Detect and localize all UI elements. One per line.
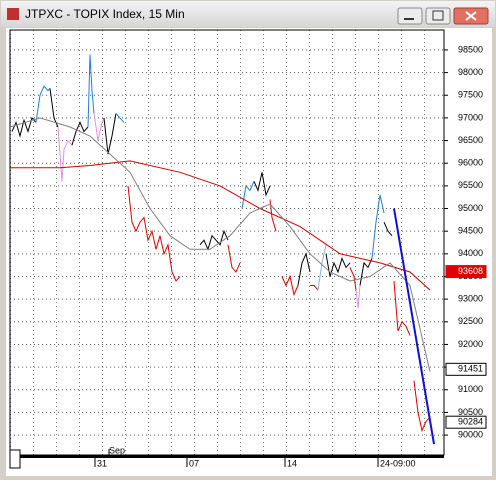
price-line xyxy=(359,258,373,286)
minimize-icon xyxy=(404,18,414,20)
y-tick-label: 97500 xyxy=(458,90,483,100)
price-line xyxy=(10,160,431,291)
price-line xyxy=(310,285,319,291)
price-line xyxy=(325,253,351,277)
y-tick-label: 94500 xyxy=(458,226,483,236)
price-marker-label: 93608 xyxy=(458,266,483,276)
x-tick-label: 31 xyxy=(97,458,107,468)
y-tick-label: 97000 xyxy=(458,112,483,122)
price-line xyxy=(127,185,181,282)
price-line xyxy=(317,244,327,291)
restore-icon xyxy=(432,10,444,21)
x-tick-label: 07 xyxy=(189,458,199,468)
y-tick-label: 93000 xyxy=(458,294,483,304)
y-tick-label: 90000 xyxy=(458,429,483,439)
y-tick-label: 95500 xyxy=(458,180,483,190)
y-tick-label: 92000 xyxy=(458,339,483,349)
price-line xyxy=(93,113,105,141)
restore-button[interactable] xyxy=(425,7,451,25)
price-line xyxy=(281,274,299,297)
price-line xyxy=(49,88,59,128)
price-line xyxy=(227,244,241,273)
minimize-button[interactable] xyxy=(397,7,423,25)
price-line xyxy=(35,85,51,123)
y-tick-label: 94000 xyxy=(458,248,483,258)
vertical-grid xyxy=(10,30,444,455)
y-tick-label: 96500 xyxy=(458,135,483,145)
scroll-handle[interactable] xyxy=(9,449,21,469)
price-line xyxy=(199,229,229,251)
price-marker-label: 90284 xyxy=(458,417,483,427)
price-line xyxy=(269,199,277,232)
price-line xyxy=(393,280,411,336)
price-line xyxy=(9,117,431,372)
price-line xyxy=(11,116,37,138)
x-tick-label: 24-09:00 xyxy=(380,458,416,468)
price-line xyxy=(383,221,393,237)
price-line xyxy=(241,181,255,209)
price-line xyxy=(297,252,311,286)
price-line xyxy=(71,121,89,146)
price-line xyxy=(371,194,385,259)
y-tick-label: 90500 xyxy=(458,407,483,417)
price-line xyxy=(355,285,361,309)
price-line xyxy=(115,113,125,123)
price-line xyxy=(57,126,73,182)
month-label: Sep xyxy=(109,445,125,455)
y-tick-label: 92500 xyxy=(458,316,483,326)
price-line xyxy=(393,208,435,445)
y-tick-label: 96000 xyxy=(458,158,483,168)
app-icon xyxy=(7,8,19,20)
window-title: JTPXC - TOPIX Index, 15 Min xyxy=(25,7,185,21)
price-line xyxy=(253,172,271,197)
price-line xyxy=(349,267,357,291)
y-tick-label: 98000 xyxy=(458,67,483,77)
y-tick-label: 98500 xyxy=(458,44,483,54)
x-tick-label: 14 xyxy=(287,458,297,468)
price-marker xyxy=(445,265,487,279)
price-marker xyxy=(445,362,487,376)
price-line xyxy=(413,380,431,433)
price-line xyxy=(103,113,117,155)
x-axis-bar xyxy=(10,455,444,458)
price-marker xyxy=(445,415,487,429)
price-line xyxy=(87,54,95,128)
y-tick-label: 91000 xyxy=(458,384,483,394)
price-marker-label: 91451 xyxy=(458,364,483,374)
close-icon xyxy=(465,11,477,21)
y-tick-label: 95000 xyxy=(458,203,483,213)
